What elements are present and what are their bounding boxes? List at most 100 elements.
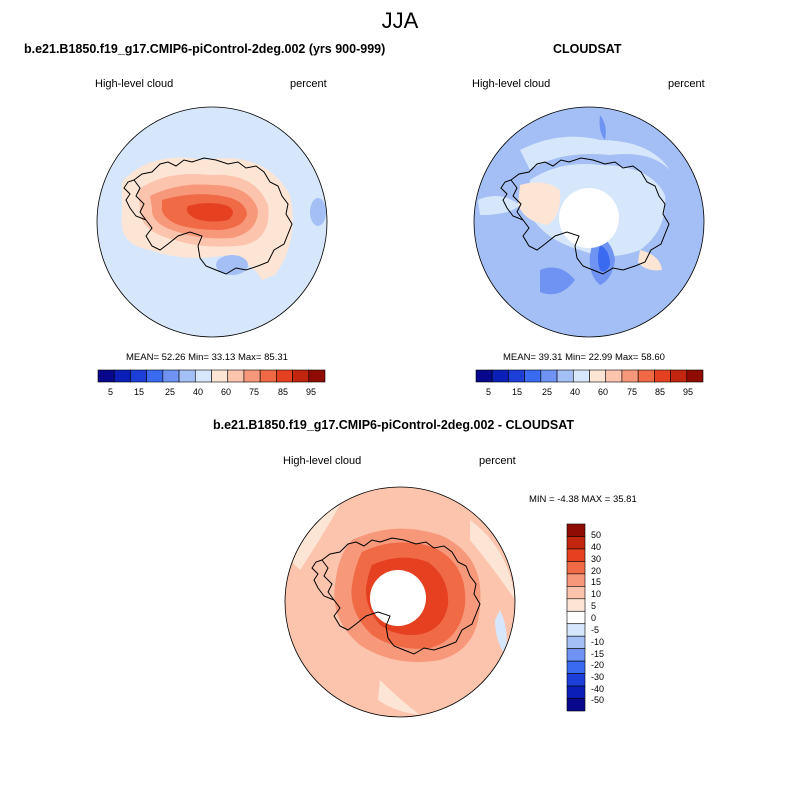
colorbar-swatch	[178, 369, 196, 383]
panel3-variable-label: High-level cloud	[283, 455, 362, 467]
colorbar-swatch	[589, 369, 607, 383]
colorbar-swatch	[243, 369, 261, 383]
panel2-cbar-tick: 60	[598, 387, 609, 397]
panel1-cbar-tick: 25	[165, 387, 176, 397]
colorbar-swatch	[566, 673, 586, 687]
panel2-max-label: Max=	[614, 352, 639, 363]
colorbar-swatch	[654, 369, 671, 383]
panel2-field-band-15	[598, 245, 610, 272]
colorbar-swatch	[566, 635, 586, 649]
panel3-cbar-tick: -20	[591, 660, 605, 670]
panel3-cbar-tick: -5	[591, 625, 600, 635]
panel3-field-band-5	[290, 505, 340, 570]
figure-title: JJA	[381, 8, 419, 33]
panel3-cbar-tick: 5	[591, 601, 597, 611]
panel3-cbar-tick: 50	[591, 530, 602, 540]
panel2-mean-value: 39.31	[538, 352, 563, 363]
panel2-field-band-60	[518, 182, 561, 225]
panel1-min-label: Min=	[188, 352, 209, 363]
panel2-variable-label: High-level cloud	[472, 78, 551, 90]
panel2-title: CLOUDSAT	[553, 42, 622, 56]
colorbar-swatch	[259, 369, 277, 383]
colorbar-swatch	[566, 698, 586, 712]
colorbar-swatch	[566, 536, 586, 550]
panel3-field-band-neg5	[495, 610, 507, 655]
colorbar-swatch	[97, 369, 115, 383]
panel2-field-band-25	[540, 267, 575, 295]
panel3-cbar-tick: 40	[591, 542, 602, 552]
colorbar-swatch	[566, 648, 586, 662]
panel3-map-border	[284, 486, 516, 718]
colorbar-swatch	[540, 369, 558, 383]
panel1-max-value: 85.31	[264, 352, 288, 363]
panel1-mean-label: MEAN=	[126, 352, 159, 363]
panel3-title: b.e21.B1850.f19_g17.CMIP6-piControl-2deg…	[213, 418, 574, 432]
panel3-cbar-tick: -30	[591, 672, 605, 682]
colorbar-swatch	[566, 598, 586, 612]
panel2-cbar-tick: 40	[570, 387, 581, 397]
panel2-units-label: percent	[668, 78, 705, 90]
panel2-map	[473, 106, 705, 338]
panel1-cbar-tick: 40	[193, 387, 204, 397]
panel1-title: b.e21.B1850.f19_g17.CMIP6-piControl-2deg…	[24, 42, 386, 56]
panel1-cbar-tick: 95	[306, 387, 317, 397]
colorbar-swatch	[566, 623, 586, 637]
colorbar-swatch	[605, 369, 623, 383]
panel3-stats: MIN = -4.38 MAX = 35.81	[529, 494, 637, 505]
colorbar-swatch	[566, 548, 586, 562]
panel3-max-label: MAX =	[581, 494, 611, 505]
panel2-colorbar	[475, 369, 704, 383]
panel2-missing-data-hole	[559, 188, 619, 248]
colorbar-swatch	[572, 369, 590, 383]
panel2-min-label: Min=	[565, 352, 586, 363]
colorbar-swatch	[276, 369, 293, 383]
panel3-cbar-tick: 30	[591, 554, 602, 564]
colorbar-swatch	[227, 369, 245, 383]
panel1-field-low-patch	[310, 198, 326, 226]
colorbar-swatch	[146, 369, 164, 383]
colorbar-swatch	[556, 369, 574, 383]
panel1-max-label: Max=	[237, 352, 262, 363]
panel1-stats: MEAN= 52.26 Min= 33.13 Max= 85.31	[126, 352, 288, 363]
colorbar-swatch	[670, 369, 688, 383]
colorbar-swatch	[566, 523, 586, 537]
panel2-cbar-tick: 25	[542, 387, 553, 397]
colorbar-swatch	[130, 369, 147, 383]
panel3-cbar-tick: -50	[591, 695, 605, 705]
colorbar-swatch	[686, 369, 704, 383]
colorbar-swatch	[292, 369, 310, 383]
panel1-cbar-tick: 60	[221, 387, 232, 397]
colorbar-swatch	[637, 369, 655, 383]
panel1-units-label: percent	[290, 78, 327, 90]
panel3-cbar-tick: -40	[591, 684, 605, 694]
panel2-field-band-light	[520, 136, 670, 170]
colorbar-swatch	[566, 610, 586, 625]
colorbar-swatch	[475, 369, 493, 383]
colorbar-swatch	[491, 369, 509, 383]
colorbar-swatch	[211, 369, 229, 383]
panel3-missing-data-hole	[370, 570, 426, 626]
colorbar-swatch	[113, 369, 131, 383]
panel2-map-border	[473, 106, 705, 338]
colorbar-swatch	[566, 685, 586, 699]
panel1-min-value: 33.13	[211, 352, 236, 363]
panel3-cbar-tick: -15	[591, 649, 605, 659]
panel1-mean-value: 52.26	[161, 352, 186, 363]
panel1-colorbar	[97, 369, 326, 383]
panel2-cbar-tick: 5	[486, 387, 492, 397]
panel2-mean-label: MEAN=	[503, 352, 536, 363]
panel3-min-value: -4.38	[557, 494, 579, 505]
panel3-field-band-5	[378, 680, 420, 715]
panel3-cbar-tick: 15	[591, 577, 602, 587]
panel1-map	[96, 106, 328, 338]
panel3-min-label: MIN =	[529, 494, 555, 505]
panel2-cbar-tick: 95	[683, 387, 694, 397]
panel1-cbar-tick: 75	[249, 387, 260, 397]
colorbar-swatch	[566, 586, 586, 600]
panel3-cbar-tick: 20	[591, 566, 602, 576]
colorbar-swatch	[162, 369, 180, 383]
panel1-map-border	[96, 106, 328, 338]
panel2-field-band-light	[478, 196, 520, 215]
panel3-max-value: 35.81	[612, 494, 637, 505]
